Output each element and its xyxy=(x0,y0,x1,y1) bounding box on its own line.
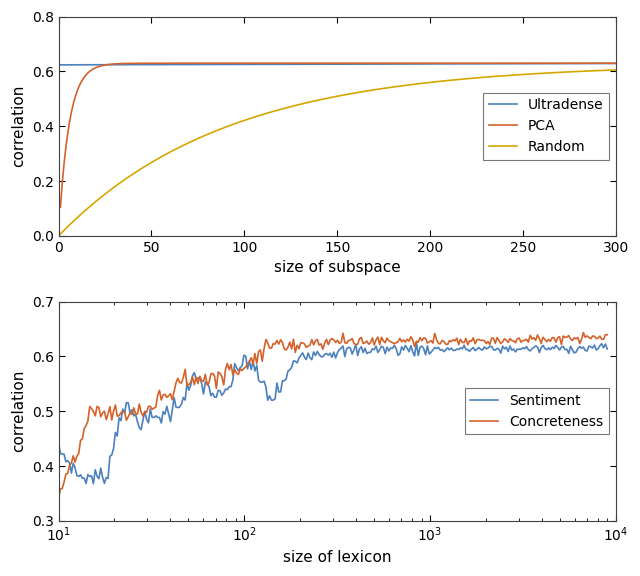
Random xyxy=(385,84,393,91)
Sentiment xyxy=(604,346,611,353)
Random xyxy=(396,82,404,89)
PCA xyxy=(527,60,534,67)
Concreteness xyxy=(552,339,560,346)
Concreteness xyxy=(54,496,62,503)
Line: Ultradense: Ultradense xyxy=(60,63,616,65)
Sentiment xyxy=(54,439,62,446)
Ultradense xyxy=(525,60,532,67)
Y-axis label: correlation: correlation xyxy=(11,370,26,452)
Random xyxy=(560,69,568,75)
Random xyxy=(56,230,64,237)
PCA xyxy=(385,60,393,67)
Sentiment xyxy=(392,346,400,353)
Ultradense xyxy=(396,60,404,67)
Sentiment xyxy=(383,344,391,351)
Ultradense xyxy=(58,62,66,69)
Random xyxy=(612,66,620,73)
Y-axis label: correlation: correlation xyxy=(11,85,26,168)
Ultradense xyxy=(560,60,568,67)
Legend: Sentiment, Concreteness: Sentiment, Concreteness xyxy=(465,388,609,434)
Random xyxy=(58,229,66,236)
Sentiment xyxy=(556,347,563,354)
Sentiment xyxy=(521,345,529,352)
Random xyxy=(387,84,395,91)
Concreteness xyxy=(580,329,588,336)
Sentiment xyxy=(381,350,389,357)
Sentiment xyxy=(413,339,420,346)
Concreteness xyxy=(517,339,525,346)
Ultradense xyxy=(385,60,393,67)
X-axis label: size of subspace: size of subspace xyxy=(274,260,401,275)
Concreteness xyxy=(604,331,611,338)
Concreteness xyxy=(381,339,389,346)
X-axis label: size of lexicon: size of lexicon xyxy=(283,550,392,565)
Sentiment xyxy=(56,450,64,457)
Ultradense xyxy=(387,60,395,67)
PCA xyxy=(396,60,404,67)
Sentiment xyxy=(90,480,97,487)
Line: PCA: PCA xyxy=(60,63,616,207)
PCA xyxy=(56,204,64,211)
Line: Concreteness: Concreteness xyxy=(58,332,607,499)
PCA xyxy=(58,180,66,187)
PCA xyxy=(387,60,395,67)
PCA xyxy=(562,60,570,67)
Line: Random: Random xyxy=(60,70,616,234)
Concreteness xyxy=(56,486,64,492)
PCA xyxy=(434,60,442,67)
Ultradense xyxy=(56,62,64,69)
Legend: Ultradense, PCA, Random: Ultradense, PCA, Random xyxy=(483,93,609,160)
Line: Sentiment: Sentiment xyxy=(58,343,607,484)
Concreteness xyxy=(390,340,398,347)
Concreteness xyxy=(380,338,387,344)
Random xyxy=(525,71,532,78)
PCA xyxy=(612,60,620,67)
Ultradense xyxy=(612,60,620,67)
